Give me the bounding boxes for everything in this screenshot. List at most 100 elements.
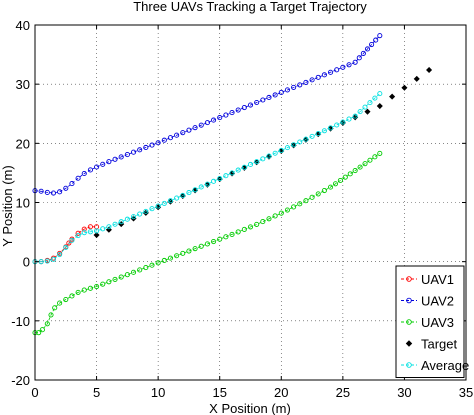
uav3-point xyxy=(69,293,75,299)
legend-label: Average xyxy=(421,358,469,373)
uav3-point xyxy=(254,221,260,227)
series-average xyxy=(32,91,383,265)
uav1-point xyxy=(66,240,72,246)
uav2-point xyxy=(346,62,352,68)
uav3-point xyxy=(347,171,353,177)
legend-uav2-point xyxy=(406,297,412,304)
uav2-point xyxy=(106,159,112,165)
uav2-point xyxy=(192,125,198,131)
average-point xyxy=(44,258,50,264)
uav3-point xyxy=(167,255,174,261)
uav3-point xyxy=(36,330,42,336)
average-point xyxy=(161,200,167,206)
uav2-point xyxy=(204,120,210,126)
uav3-point xyxy=(44,321,50,327)
average-point xyxy=(143,208,149,214)
uav2-point xyxy=(198,122,204,128)
uav2-point xyxy=(278,89,284,95)
target-point xyxy=(376,103,383,110)
series-layer xyxy=(32,33,433,336)
legend-target-point xyxy=(405,340,413,347)
uav3-point xyxy=(124,272,130,278)
uav2-point xyxy=(369,41,375,48)
average-point xyxy=(235,167,241,173)
uav2-point xyxy=(373,37,379,43)
average-point xyxy=(192,187,198,193)
uav2-point xyxy=(334,67,340,73)
average-point xyxy=(352,113,358,119)
average-point xyxy=(241,164,247,170)
x-tick-label: 25 xyxy=(336,385,350,400)
uav2-point xyxy=(211,117,217,123)
average-point xyxy=(362,104,368,110)
uav3-point xyxy=(217,236,223,242)
uav2-point xyxy=(284,87,290,93)
uav2-point xyxy=(356,55,362,61)
uav3-point xyxy=(39,327,45,333)
uav2-point xyxy=(360,50,366,56)
uav2-point xyxy=(223,112,229,118)
uav2-point xyxy=(75,175,81,181)
x-tick-label: 10 xyxy=(151,385,165,400)
uav2-point xyxy=(94,164,100,170)
uav1-point xyxy=(87,224,93,230)
uav2-point xyxy=(167,135,174,141)
uav3-point xyxy=(204,241,210,247)
uav3-point xyxy=(143,265,149,271)
uav2-point xyxy=(143,144,149,151)
y-tick-label: 0 xyxy=(23,255,30,270)
legend-label: UAV1 xyxy=(421,272,454,287)
average-point xyxy=(112,221,118,227)
average-point xyxy=(63,244,69,251)
average-point xyxy=(137,211,143,217)
average-point xyxy=(327,125,334,131)
uav3-point xyxy=(63,296,69,303)
legend-uav1-point xyxy=(406,276,412,282)
legend-item-target: Target xyxy=(405,337,458,352)
uav3-point xyxy=(362,161,368,167)
uav2-point xyxy=(174,132,180,138)
average-point xyxy=(180,192,186,198)
uav2-point xyxy=(303,79,309,85)
y-tick-label: -20 xyxy=(11,373,30,388)
x-tick-label: 0 xyxy=(31,385,38,400)
y-tick-label: -10 xyxy=(11,314,30,329)
uav3-point xyxy=(130,269,137,275)
uav3-point xyxy=(321,187,327,194)
average-point xyxy=(340,119,346,125)
average-point xyxy=(69,237,75,243)
average-point xyxy=(204,181,210,187)
average-point xyxy=(377,91,383,97)
series-uav2 xyxy=(32,33,383,196)
uav2-point xyxy=(50,190,57,196)
axis-ticks: 0 5 10 15 20 25 30 35 -20 -10 0 10 20 30 40 xyxy=(11,18,473,400)
average-point xyxy=(198,184,204,190)
legend-label: UAV2 xyxy=(421,294,454,309)
uav3-line xyxy=(35,153,381,334)
uav2-point xyxy=(364,46,371,52)
uav2-point xyxy=(217,115,223,121)
uav2-point xyxy=(38,188,44,194)
average-point xyxy=(357,109,363,115)
x-tick-label: 35 xyxy=(459,385,473,400)
uav3-point xyxy=(315,191,321,197)
average-point xyxy=(284,145,290,151)
uav3-point xyxy=(118,274,124,280)
uav2-point xyxy=(69,181,75,187)
average-point xyxy=(334,122,340,128)
uav3-point xyxy=(377,150,383,156)
legend-average-point xyxy=(406,362,412,368)
uav1-point xyxy=(75,230,81,236)
legend-item-uav1: UAV1 xyxy=(401,272,454,287)
average-point xyxy=(130,214,137,220)
average-point xyxy=(211,178,217,184)
y-tick-label: 40 xyxy=(16,18,30,33)
uav2-point xyxy=(297,82,303,88)
uav1-point xyxy=(81,226,87,232)
y-tick-label: 10 xyxy=(16,196,30,211)
uav2-point xyxy=(321,72,327,78)
legend-item-average: Average xyxy=(401,358,469,373)
uav3-point xyxy=(211,238,217,245)
series-target xyxy=(93,66,433,239)
